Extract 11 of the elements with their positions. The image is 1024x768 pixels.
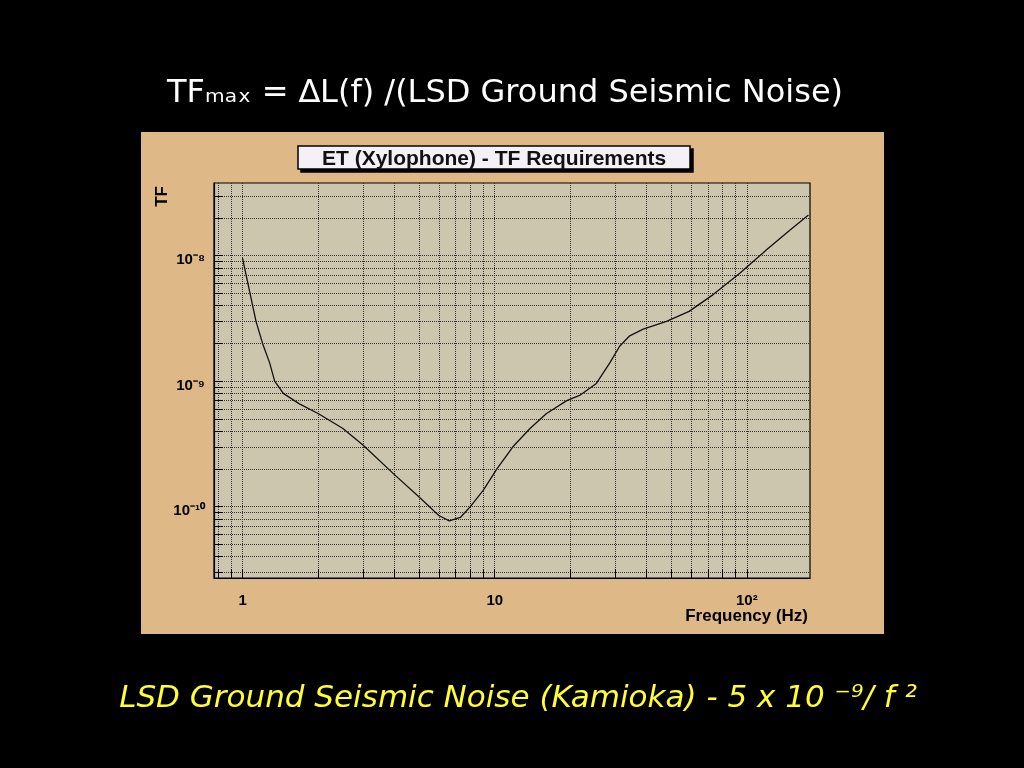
x-axis-title: Frequency (Hz) bbox=[685, 605, 808, 625]
text: LSD Ground Seismic Noise (Kamioka) - 5 x 10 ⁻⁹/ f ² bbox=[118, 677, 918, 716]
x-tick-label: 10 bbox=[486, 591, 504, 608]
chart-subtitle: ET (Xylophone) - TF Requirements bbox=[322, 146, 667, 169]
y-axis-title: TF bbox=[151, 186, 171, 207]
y-tick-label: 10⁻⁹ bbox=[176, 375, 205, 393]
x-tick-label: 10² bbox=[736, 591, 758, 608]
y-tick-label: 10⁻⁸ bbox=[176, 250, 205, 268]
x-tick-label: 1 bbox=[238, 591, 247, 608]
chart-title: TFₘₐₓ = ∆L(f) /(LSD Ground Seismic Noise) bbox=[165, 71, 845, 111]
y-tick-label: 10⁻¹⁰ bbox=[173, 501, 206, 519]
